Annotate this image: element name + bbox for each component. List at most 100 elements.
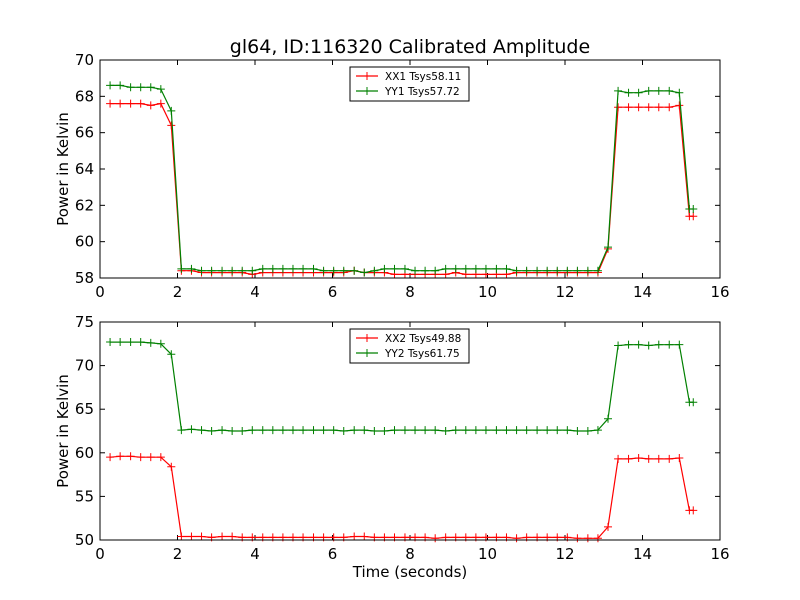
data-point xyxy=(126,338,135,347)
data-point xyxy=(614,454,623,463)
data-point xyxy=(461,264,470,273)
data-point xyxy=(533,426,542,435)
x-tick-label: 16 xyxy=(710,545,729,563)
data-point xyxy=(675,454,684,463)
data-point xyxy=(522,426,531,435)
data-point xyxy=(614,86,623,95)
data-point xyxy=(350,426,359,435)
data-point xyxy=(177,426,186,435)
x-tick-label: 0 xyxy=(95,283,105,301)
data-point xyxy=(228,532,237,541)
data-point xyxy=(644,341,653,350)
data-point xyxy=(106,81,115,90)
data-point xyxy=(106,338,115,347)
data-point xyxy=(689,398,698,407)
data-point xyxy=(299,264,308,273)
data-point xyxy=(411,426,420,435)
data-point xyxy=(675,101,684,110)
y-tick-label: 55 xyxy=(75,487,94,505)
data-point xyxy=(604,522,613,531)
data-point xyxy=(583,427,592,435)
legend-marker xyxy=(363,334,371,342)
y-tick-label: 70 xyxy=(75,51,94,69)
data-point xyxy=(360,426,369,435)
data-point xyxy=(654,103,663,112)
legend-marker xyxy=(363,87,371,95)
x-tick-label: 12 xyxy=(555,545,574,563)
x-tick-label: 14 xyxy=(633,283,652,301)
data-point xyxy=(238,427,247,435)
data-point xyxy=(156,85,165,94)
data-point xyxy=(156,453,165,462)
data-point xyxy=(288,426,297,435)
data-point xyxy=(187,264,196,273)
data-point xyxy=(116,338,125,347)
x-tick-label: 6 xyxy=(328,283,338,301)
y-axis-label: Power in Kelvin xyxy=(54,374,72,488)
data-point xyxy=(665,86,674,95)
data-point xyxy=(461,426,470,435)
x-tick-label: 2 xyxy=(173,545,183,563)
data-point xyxy=(370,266,379,275)
data-point xyxy=(136,338,145,347)
data-point xyxy=(258,426,267,435)
y-tick-label: 60 xyxy=(75,233,94,251)
x-tick-label: 8 xyxy=(405,283,415,301)
x-tick-label: 10 xyxy=(478,545,497,563)
data-point xyxy=(512,426,521,435)
data-point xyxy=(593,534,602,543)
data-point xyxy=(329,266,338,275)
data-point xyxy=(583,534,592,543)
data-point xyxy=(654,86,663,95)
data-point xyxy=(421,266,430,275)
y-tick-label: 75 xyxy=(75,313,94,331)
x-tick-label: 12 xyxy=(555,283,574,301)
plot-frame xyxy=(99,59,721,279)
data-point xyxy=(339,266,348,275)
x-tick-label: 4 xyxy=(250,545,260,563)
data-point xyxy=(146,338,155,347)
data-point xyxy=(654,454,663,463)
data-point xyxy=(675,340,684,349)
data-point xyxy=(116,81,125,90)
data-point xyxy=(248,266,257,275)
data-point xyxy=(604,243,613,252)
x-tick-label: 4 xyxy=(250,283,260,301)
data-point xyxy=(197,426,206,435)
data-point xyxy=(319,426,328,435)
data-point xyxy=(167,462,176,471)
x-tick-label: 16 xyxy=(710,283,729,301)
x-tick-label: 8 xyxy=(405,545,415,563)
data-point xyxy=(471,426,480,435)
data-point xyxy=(634,454,643,463)
data-point xyxy=(614,103,623,112)
data-point xyxy=(380,427,389,435)
data-point xyxy=(390,426,399,435)
data-point xyxy=(329,426,338,435)
data-point xyxy=(136,99,145,108)
y-tick-label: 68 xyxy=(75,87,94,105)
data-point xyxy=(573,534,582,543)
legend-marker xyxy=(363,349,371,357)
data-point xyxy=(624,103,633,112)
data-point xyxy=(634,103,643,112)
x-tick-label: 6 xyxy=(328,545,338,563)
data-point xyxy=(258,264,267,273)
data-point xyxy=(481,264,490,273)
data-point xyxy=(177,264,186,273)
series-yy2 xyxy=(106,338,698,435)
y-tick-label: 62 xyxy=(75,196,94,214)
legend-marker xyxy=(363,72,371,80)
data-point xyxy=(278,264,287,273)
x-tick-label: 2 xyxy=(173,283,183,301)
data-point xyxy=(309,426,318,435)
data-point xyxy=(421,426,430,435)
data-point xyxy=(593,426,602,435)
legend: XX1 Tsys58.11 YY1 Tsys57.72 xyxy=(349,66,470,102)
legend-label: XX1 Tsys58.11 xyxy=(385,71,461,83)
data-point xyxy=(106,99,115,108)
data-point xyxy=(689,204,698,213)
data-point xyxy=(319,266,328,275)
data-point xyxy=(451,426,460,435)
